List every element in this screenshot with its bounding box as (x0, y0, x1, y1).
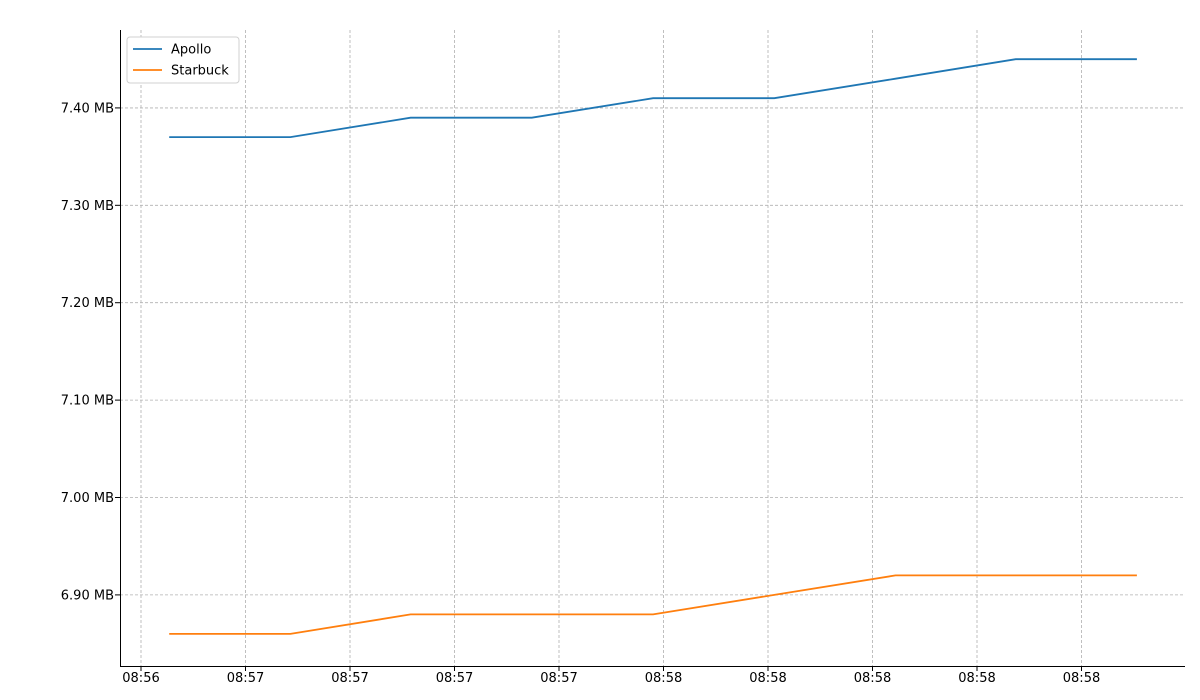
x-tick: 08:58 (645, 666, 682, 686)
series-group (169, 58, 1137, 635)
y-tick-label: 7.00 MB (61, 491, 114, 506)
legend: Apollo Starbuck (126, 36, 240, 84)
y-tick-label: 7.20 MB (61, 296, 114, 311)
x-tick: 08:56 (122, 666, 160, 686)
x-tick-label: 08:57 (331, 671, 368, 686)
legend-item-starbuck: Starbuck (133, 64, 229, 79)
x-tick-label: 08:57 (436, 671, 473, 686)
series-line-starbuck (169, 574, 1137, 635)
x-tick: 08:57 (540, 666, 578, 686)
y-tick: 7.00 MB (61, 491, 120, 506)
y-tick: 7.40 MB (61, 101, 120, 116)
x-tick-label: 08:58 (854, 671, 891, 686)
y-tick: 7.30 MB (61, 199, 120, 214)
x-tick: 08:57 (227, 666, 264, 686)
x-tick-label: 08:57 (540, 671, 577, 686)
x-tick: 08:58 (1063, 666, 1100, 686)
x-tick-label: 08:57 (227, 671, 264, 686)
x-tick-label: 08:58 (958, 671, 995, 686)
x-tick-label: 08:56 (122, 671, 159, 686)
y-tick: 6.90 MB (61, 588, 120, 603)
x-tick-label: 08:58 (645, 671, 682, 686)
y-tick: 7.20 MB (61, 296, 120, 311)
axes (120, 30, 1185, 667)
y-tick-label: 7.30 MB (61, 199, 114, 214)
legend-label: Apollo (171, 43, 211, 58)
x-tick: 08:57 (331, 666, 369, 686)
y-tick: 7.10 MB (61, 394, 120, 409)
y-tick-label: 6.90 MB (61, 588, 114, 603)
x-tick: 08:57 (436, 666, 473, 686)
x-tick: 08:58 (854, 666, 891, 686)
grid (120, 30, 1185, 666)
x-tick: 08:58 (749, 666, 787, 686)
legend-label: Starbuck (171, 64, 229, 79)
x-tick-label: 08:58 (1063, 671, 1100, 686)
x-tick-label: 08:58 (749, 671, 786, 686)
y-tick-label: 7.40 MB (61, 101, 114, 116)
ticks: 08:56 08:57 08:57 08:57 08:57 08:58 08:58 08:58… (61, 101, 1100, 686)
x-tick: 08:58 (958, 666, 996, 686)
series-line-apollo (169, 58, 1137, 139)
y-tick-label: 7.10 MB (61, 394, 114, 409)
legend-item-apollo: Apollo (133, 43, 211, 58)
